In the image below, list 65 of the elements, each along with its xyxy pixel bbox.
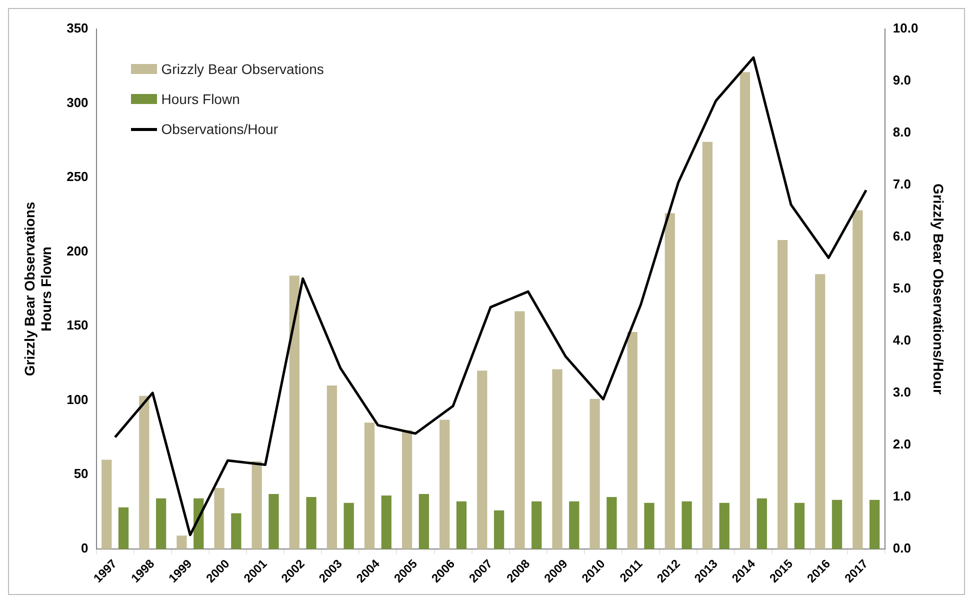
bar	[494, 510, 504, 549]
bar	[852, 210, 863, 549]
bar	[214, 488, 224, 549]
bar	[719, 502, 730, 549]
bar	[102, 460, 112, 549]
bar	[477, 370, 488, 549]
bar	[156, 498, 166, 549]
bar	[627, 332, 638, 549]
y-tick-label: 0	[81, 540, 88, 556]
bar	[344, 502, 354, 549]
bar	[118, 507, 129, 549]
bar	[794, 502, 805, 549]
bar	[664, 213, 675, 549]
legend-label: Hours Flown	[161, 91, 240, 107]
y2-tick-label: 1.0	[892, 488, 911, 504]
bar	[231, 513, 242, 549]
y2-tick-label: 3.0	[892, 384, 911, 400]
bar	[402, 430, 412, 549]
legend-label: Observations/Hour	[161, 121, 278, 137]
legend-label: Grizzly Bear Observations	[161, 61, 324, 77]
bar	[289, 276, 300, 549]
y2-tick-label: 2.0	[892, 436, 911, 452]
bar	[326, 386, 338, 549]
bar	[778, 240, 788, 549]
y2-tick-label: 0.0	[892, 540, 911, 556]
bar	[832, 500, 842, 549]
bar	[569, 501, 580, 549]
y2-tick-label: 7.0	[892, 176, 911, 192]
bar	[456, 501, 467, 549]
y-tick-label: 350	[66, 20, 88, 36]
bar	[552, 369, 562, 549]
bar	[870, 500, 880, 549]
y-tick-label: 200	[66, 243, 88, 258]
bar	[418, 494, 430, 549]
y-tick-label: 250	[66, 169, 88, 184]
bar	[644, 502, 654, 549]
bar	[532, 501, 542, 549]
y2-tick-label: 10.0	[892, 20, 918, 36]
y-tick-label: 100	[66, 392, 88, 407]
y2-tick-label: 9.0	[892, 72, 911, 88]
bar	[252, 461, 262, 549]
bar	[176, 536, 187, 549]
y2-tick-label: 8.0	[892, 124, 911, 140]
bar	[139, 396, 150, 549]
bar	[514, 311, 525, 549]
bar	[682, 501, 692, 549]
bar	[268, 494, 279, 549]
bar	[756, 498, 767, 549]
bar	[590, 398, 600, 549]
bar	[702, 142, 713, 549]
y-axis-title: Grizzly Bear Observations Hours Flown	[21, 202, 54, 376]
bar	[381, 495, 392, 549]
bar	[740, 72, 750, 549]
y-tick-label: 50	[74, 466, 88, 482]
y-tick-label: 150	[66, 318, 88, 333]
bar	[606, 496, 617, 549]
y2-tick-label: 4.0	[892, 332, 911, 348]
bar	[815, 274, 826, 549]
y2-tick-label: 6.0	[892, 228, 911, 244]
bar	[440, 420, 450, 549]
bar	[306, 496, 316, 549]
y-tick-label: 300	[66, 94, 88, 110]
y2-axis-title: Grizzly Bear Observations/Hour	[930, 184, 947, 395]
y2-tick-label: 5.0	[892, 280, 911, 296]
bar	[364, 422, 375, 549]
